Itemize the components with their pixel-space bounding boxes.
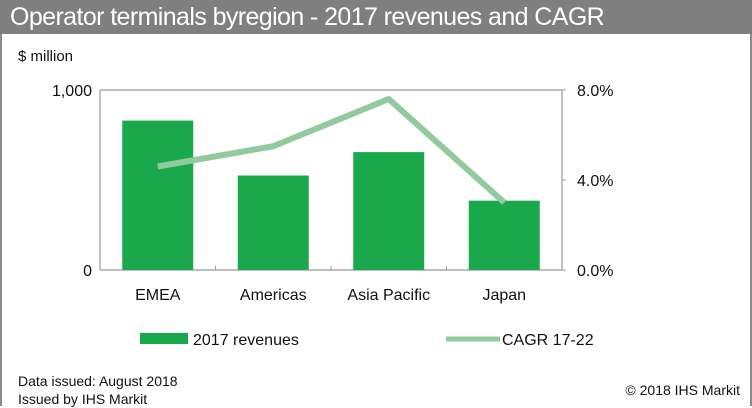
legend-label-revenues: 2017 revenues xyxy=(193,332,299,349)
chart-title: Operator terminals byregion - 2017 reven… xyxy=(0,0,752,34)
bar-japan xyxy=(468,200,540,270)
cagr-line xyxy=(157,96,507,205)
y2-tick-label: 4.0% xyxy=(577,173,613,190)
legend-label-cagr: CAGR 17-22 xyxy=(502,332,594,349)
x-tick-label: EMEA xyxy=(135,287,181,304)
x-tick-label: Japan xyxy=(482,287,526,304)
y2-tick-label: 0.0% xyxy=(577,263,613,280)
y-axis-label: $ million xyxy=(18,48,74,65)
data-issued: Data issued: August 2018 xyxy=(18,373,178,389)
copyright: © 2018 IHS Markit xyxy=(625,382,740,398)
x-tick-label: Americas xyxy=(240,287,307,304)
bar-americas xyxy=(237,175,309,270)
y2-tick-label: 8.0% xyxy=(577,83,613,100)
x-tick-label: Asia Pacific xyxy=(347,287,430,304)
bar-emea xyxy=(122,120,194,270)
legend-swatch-revenues xyxy=(140,333,188,344)
bar-asia-pacific xyxy=(353,152,425,270)
y-tick-label: 1,000 xyxy=(52,83,92,100)
y-tick-label: 0 xyxy=(83,263,92,280)
issued-by: Issued by IHS Markit xyxy=(18,391,148,407)
